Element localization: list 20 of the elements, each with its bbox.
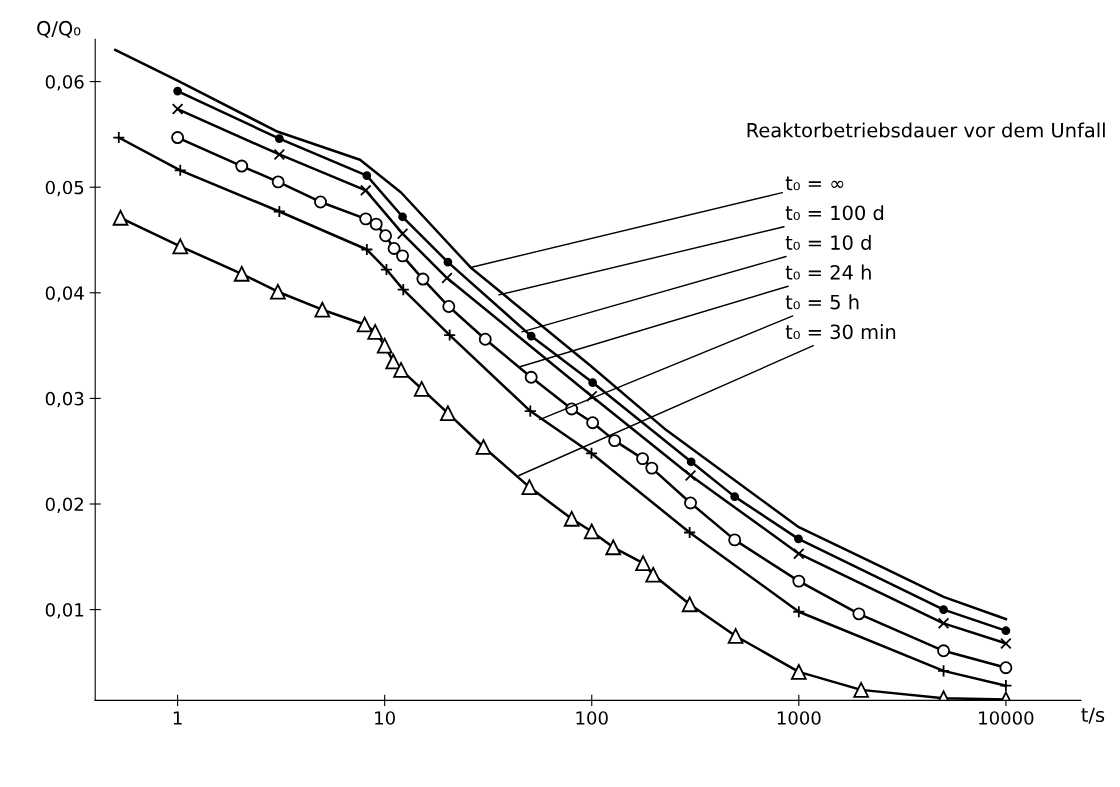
annotation: t₀ = 24 h bbox=[785, 264, 871, 280]
y-tick-label: 0,06 bbox=[45, 75, 84, 91]
y-tick-label: 0,05 bbox=[45, 180, 84, 197]
annotation: t₀ = 30 min bbox=[785, 324, 896, 340]
annotation: t₀ = 100 d bbox=[785, 205, 884, 221]
x-tick-label: 1 bbox=[173, 711, 182, 725]
x-axis-title: t/s bbox=[1081, 707, 1105, 724]
x-tick-label: 10 bbox=[375, 711, 395, 725]
x-tick-label: 100 bbox=[576, 711, 608, 725]
y-tick-label: 0,03 bbox=[45, 391, 84, 408]
x-tick-label: 1000 bbox=[777, 711, 821, 725]
x-tick-label: 10000 bbox=[979, 711, 1034, 725]
y-tick-label: 0,02 bbox=[45, 497, 83, 513]
annotation: t₀ = ∞ bbox=[785, 176, 844, 191]
annotation: Reaktorbetriebsdauer vor dem Unfall bbox=[747, 122, 1105, 138]
y-axis-title: Q/Q₀ bbox=[37, 20, 81, 38]
y-tick-label: 0,01 bbox=[45, 603, 84, 619]
annotation: t₀ = 5 h bbox=[785, 294, 859, 310]
annotation: t₀ = 10 d bbox=[785, 234, 871, 250]
y-tick-label: 0,04 bbox=[45, 286, 84, 302]
